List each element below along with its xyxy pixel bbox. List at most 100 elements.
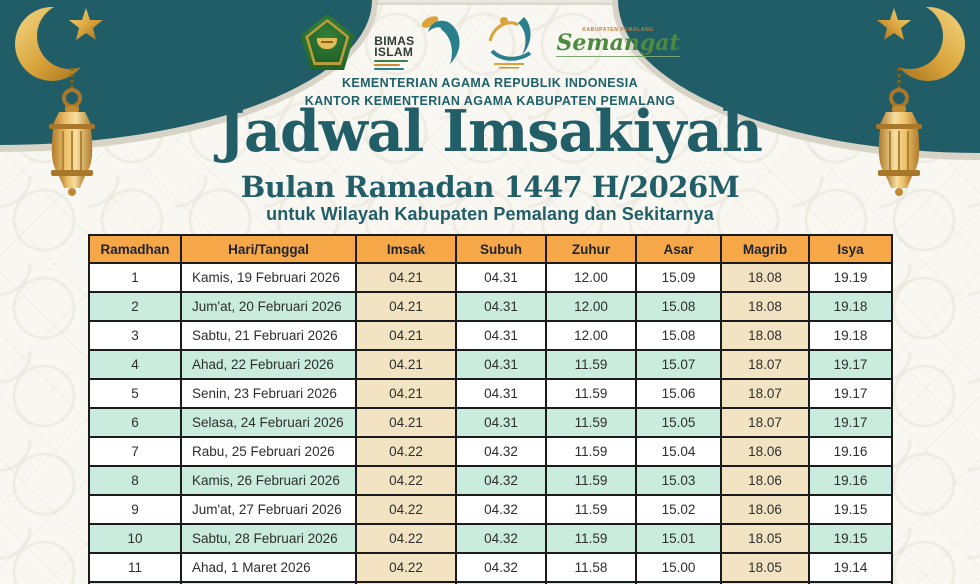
asar-time-cell: 15.04 — [635, 436, 722, 467]
date-cell: Kamis, 26 Februari 2026 — [180, 465, 357, 496]
zuhur-time-cell: 12.00 — [545, 320, 637, 351]
magrib-time-cell: 18.08 — [720, 262, 810, 293]
page-tagline: untuk Wilayah Kabupaten Pemalang dan Sek… — [266, 204, 714, 224]
bimas-line2: ISLAM — [374, 45, 414, 59]
subuh-time-cell: 04.31 — [455, 262, 547, 293]
zuhur-time-cell: 11.59 — [545, 436, 637, 467]
asar-time-cell: 15.05 — [635, 407, 722, 438]
magrib-time-cell: 18.06 — [720, 494, 810, 525]
subuh-time-cell: 04.31 — [455, 320, 547, 351]
header-row: Ramadhan Hari/Tanggal Imsak Subuh Zuhur Asar M… — [88, 234, 893, 264]
magrib-time-cell: 18.06 — [720, 465, 810, 496]
isya-time-cell: 19.15 — [808, 494, 893, 525]
table-row: 9 Jum'at, 27 Februari 2026 04.22 04.32 11.59… — [88, 494, 893, 525]
magrib-time-cell — [720, 581, 810, 584]
col-header-magrib: Magrib — [720, 234, 810, 264]
org-lines: KEMENTERIAN AGAMA REPUBLIK INDONESIA KAN… — [0, 74, 980, 110]
page-subtitle: Bulan Ramadan 1447 H/2026M — [240, 170, 740, 204]
lantern-icon — [876, 68, 922, 196]
isya-time-cell: 19.18 — [808, 291, 893, 322]
logos-row: BIMAS ISLAM KABUPATEN PEMALANG Semangat — [0, 12, 980, 72]
table-row: 11 Ahad, 1 Maret 2026 04.22 04.32 11.58 15.00… — [88, 552, 893, 583]
magrib-time-cell: 18.07 — [720, 378, 810, 409]
subuh-time-cell: 04.31 — [455, 349, 547, 380]
subuh-time-cell: 04.32 — [455, 552, 547, 583]
imsak-time-cell: 04.22 — [355, 494, 457, 525]
bimas-microtext — [374, 64, 401, 66]
table-row: 1 Kamis, 19 Februari 2026 04.21 04.31 12.00 1… — [88, 262, 893, 293]
ramadhan-day-cell: 10 — [88, 523, 182, 554]
zuhur-time-cell — [545, 581, 637, 584]
asar-time-cell — [635, 581, 722, 584]
table-row: 2 Jum'at, 20 Februari 2026 04.21 04.31 12.00… — [88, 291, 893, 322]
asar-time-cell: 15.02 — [635, 494, 722, 525]
imsak-time-cell: 04.21 — [355, 407, 457, 438]
imsak-time-cell — [355, 581, 457, 584]
zuhur-time-cell: 11.59 — [545, 349, 637, 380]
imsak-time-cell: 04.22 — [355, 465, 457, 496]
ramadan-calligraphy-logo — [489, 17, 532, 69]
subuh-time-cell — [455, 581, 547, 584]
magrib-time-cell: 18.07 — [720, 407, 810, 438]
col-header-zuhur: Zuhur — [545, 234, 637, 264]
schedule-body: 1 Kamis, 19 Februari 2026 04.21 04.31 12.00 1… — [88, 262, 893, 584]
imsak-time-cell: 04.21 — [355, 291, 457, 322]
star-icon — [69, 8, 103, 40]
magrib-time-cell: 18.07 — [720, 349, 810, 380]
semangat-label: Semangat — [556, 30, 680, 56]
table-row: 7 Rabu, 25 Februari 2026 04.22 04.32 11.59 15… — [88, 436, 893, 467]
date-cell: Rabu, 25 Februari 2026 — [180, 436, 357, 467]
magrib-time-cell: 18.05 — [720, 552, 810, 583]
zuhur-time-cell: 11.58 — [545, 552, 637, 583]
bimas-microtext — [374, 68, 405, 70]
date-cell: Kamis, 19 Februari 2026 — [180, 262, 357, 293]
magrib-time-cell: 18.05 — [720, 523, 810, 554]
ramadhan-day-cell — [88, 581, 182, 584]
asar-time-cell: 15.00 — [635, 552, 722, 583]
isya-time-cell: 19.16 — [808, 465, 893, 496]
zuhur-time-cell: 11.59 — [545, 378, 637, 409]
isya-time-cell: 19.17 — [808, 407, 893, 438]
date-cell: Jum'at, 20 Februari 2026 — [180, 291, 357, 322]
table-row: 8 Kamis, 26 Februari 2026 04.22 04.32 11.59 1… — [88, 465, 893, 496]
subuh-time-cell: 04.32 — [455, 523, 547, 554]
magrib-time-cell: 18.08 — [720, 291, 810, 322]
asar-time-cell: 15.08 — [635, 320, 722, 351]
date-cell: Ahad, 1 Maret 2026 — [180, 552, 357, 583]
asar-time-cell: 15.06 — [635, 378, 722, 409]
schedule-header: Ramadhan Hari/Tanggal Imsak Subuh Zuhur Asar M… — [88, 234, 893, 264]
arch-top-trim — [0, 0, 980, 5]
table-row: 6 Selasa, 24 Februari 2026 04.21 04.31 11.59… — [88, 407, 893, 438]
col-header-asar: Asar — [635, 234, 722, 264]
asar-time-cell: 15.08 — [635, 291, 722, 322]
isya-time-cell: 19.19 — [808, 262, 893, 293]
magrib-time-cell: 18.08 — [720, 320, 810, 351]
table-row: 10 Sabtu, 28 Februari 2026 04.22 04.32 11.59… — [88, 523, 893, 554]
col-header-subuh: Subuh — [455, 234, 547, 264]
col-header-ramadhan: Ramadhan — [88, 234, 182, 264]
kemenag-logo — [300, 14, 355, 70]
ramadhan-day-cell: 9 — [88, 494, 182, 525]
table-row: 5 Senin, 23 Februari 2026 04.21 04.31 11.59 1… — [88, 378, 893, 409]
ramadhan-day-cell: 8 — [88, 465, 182, 496]
asar-time-cell: 15.01 — [635, 523, 722, 554]
isya-time-cell: 19.15 — [808, 523, 893, 554]
bimas-microtext — [374, 60, 409, 62]
date-cell: Ahad, 22 Februari 2026 — [180, 349, 357, 380]
asar-time-cell: 15.07 — [635, 349, 722, 380]
org-line-1: KEMENTERIAN AGAMA REPUBLIK INDONESIA — [341, 76, 639, 90]
imsak-time-cell: 04.22 — [355, 523, 457, 554]
date-cell: Selasa, 24 Februari 2026 — [180, 407, 357, 438]
ramadhan-day-cell: 2 — [88, 291, 182, 322]
date-cell: Sabtu, 28 Februari 2026 — [180, 523, 357, 554]
isya-time-cell — [808, 581, 893, 584]
isya-time-cell: 19.17 — [808, 378, 893, 409]
zuhur-time-cell: 11.59 — [545, 523, 637, 554]
semangat-microtext: KABUPATEN PEMALANG — [582, 27, 654, 33]
imsak-time-cell: 04.21 — [355, 349, 457, 380]
col-header-isya: Isya — [808, 234, 893, 264]
date-cell — [180, 581, 357, 584]
ramadhan-day-cell: 5 — [88, 378, 182, 409]
crescent-moon-star-icon — [15, 3, 103, 81]
asar-time-cell: 15.09 — [635, 262, 722, 293]
